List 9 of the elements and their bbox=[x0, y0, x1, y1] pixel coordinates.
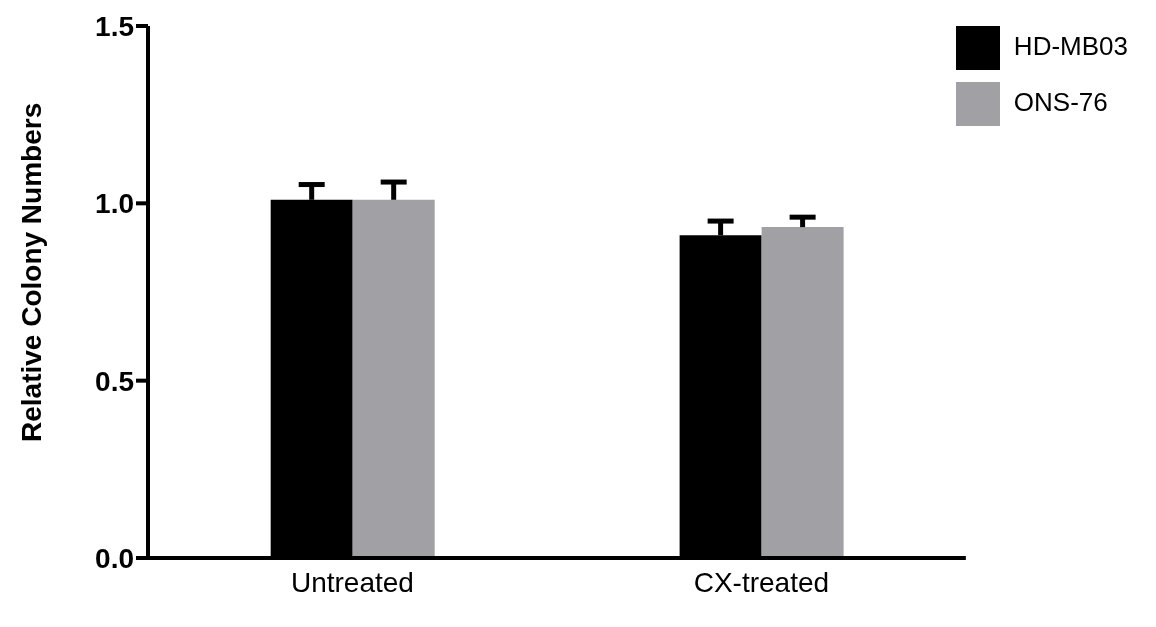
x-tick-label: Untreated bbox=[290, 566, 414, 598]
y-tick-label: 0.5 bbox=[95, 365, 134, 397]
legend-label: ONS-76 bbox=[1013, 87, 1108, 117]
y-axis-title: Relative Colony Numbers bbox=[15, 102, 47, 442]
y-tick-label: 0.0 bbox=[95, 542, 134, 574]
y-tick-label: 1.0 bbox=[95, 188, 134, 220]
y-tick-label: 1.5 bbox=[95, 10, 134, 42]
x-tick-label: CX-treated bbox=[693, 566, 830, 598]
legend-label: HD-MB03 bbox=[1013, 31, 1128, 61]
